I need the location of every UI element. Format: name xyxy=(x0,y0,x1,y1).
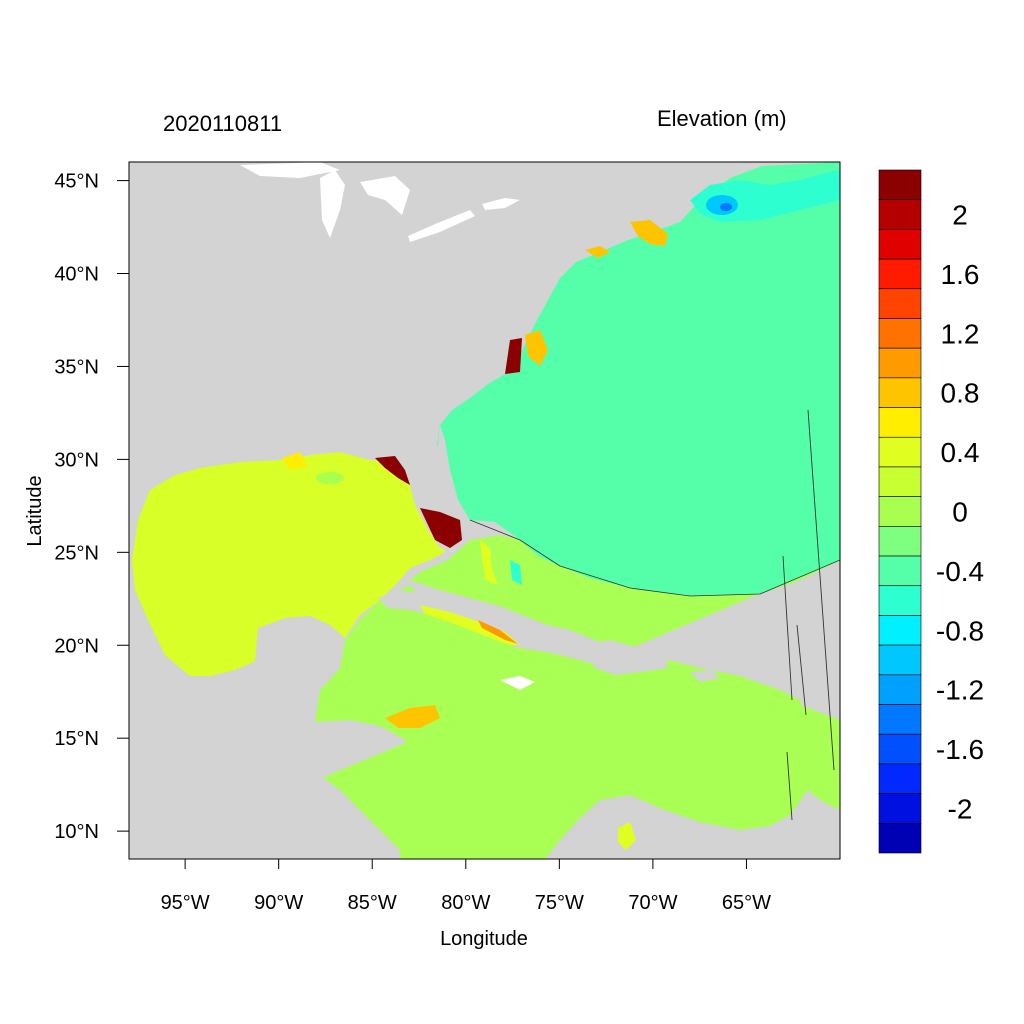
colorbar-swatch xyxy=(878,496,922,527)
mobile-bay-surge xyxy=(282,452,308,470)
colorbar-swatch xyxy=(878,555,922,587)
colorbar-label: -0.4 xyxy=(936,556,984,587)
x-tick-label: 70°W xyxy=(628,892,677,914)
colorbar-swatch xyxy=(878,585,922,616)
colorbar-swatch xyxy=(878,733,922,765)
colorbar-swatch xyxy=(878,823,922,854)
colorbar-swatch xyxy=(878,526,922,557)
lake-michigan xyxy=(320,170,345,238)
plot-timestamp: 2020110811 xyxy=(163,111,283,136)
colorbar-swatch xyxy=(878,436,922,468)
colorbar-swatch xyxy=(878,704,922,735)
bahamas-surge-1 xyxy=(480,540,498,585)
colorbar-label: -1.2 xyxy=(936,675,984,706)
y-tick-label: 10°N xyxy=(54,821,99,843)
colorbar-swatch xyxy=(878,258,922,290)
colorbar-label: 0.4 xyxy=(941,437,980,468)
honduras-coast-surge xyxy=(385,705,440,728)
colorbar-swatch xyxy=(878,466,922,497)
zero-contour xyxy=(469,519,840,597)
y-tick-label: 35°N xyxy=(54,356,99,378)
y-tick-label: 45°N xyxy=(54,171,99,193)
colorbar xyxy=(878,169,922,854)
yucatan xyxy=(250,616,345,722)
x-tick-label: 80°W xyxy=(441,892,490,914)
big-bend-surge xyxy=(375,456,410,485)
y-tick-label: 20°N xyxy=(54,635,99,657)
colorbar-label: 1.2 xyxy=(941,318,980,349)
y-tick-label: 30°N xyxy=(54,449,99,471)
colorbar-swatch xyxy=(878,199,922,230)
x-axis-ticks: 95°W 90°W 85°W 80°W 75°W 70°W 65°W xyxy=(161,859,771,914)
cape-cod-surge xyxy=(630,220,668,246)
colorbar-label: 1.6 xyxy=(941,259,980,290)
colorbar-swatch xyxy=(878,793,922,824)
long-island-surge xyxy=(585,246,610,258)
cuba-surge-hotspot xyxy=(478,620,518,644)
colorbar-swatch xyxy=(878,377,922,408)
x-axis-label: Longitude xyxy=(440,928,528,950)
plot-variable-title: Elevation (m) xyxy=(657,106,787,131)
outer-banks-surge xyxy=(525,330,548,366)
bahamas-surge-2 xyxy=(510,560,522,585)
atlantic-ocean xyxy=(437,162,840,596)
florida-surge xyxy=(420,508,462,548)
cuba-coastal-surge xyxy=(420,605,520,645)
artifact-lines xyxy=(782,409,835,821)
colorbar-label: 0.8 xyxy=(941,378,980,409)
hispaniola xyxy=(580,640,668,675)
colorbar-swatch xyxy=(878,407,922,438)
colorbar-label: 0 xyxy=(952,497,968,528)
colorbar-swatch xyxy=(878,288,922,319)
colorbar-label: -1.6 xyxy=(936,734,984,765)
y-tick-label: 15°N xyxy=(54,728,99,750)
map-frame xyxy=(128,161,841,860)
y-tick-label: 40°N xyxy=(54,264,99,286)
puerto-rico xyxy=(690,670,720,682)
colorbar-label: -2 xyxy=(948,793,973,824)
colorbar-swatch xyxy=(878,644,922,676)
x-tick-label: 65°W xyxy=(722,892,771,914)
caribbean-sea xyxy=(129,535,840,859)
lake-huron xyxy=(360,176,410,215)
colorbar-swatch xyxy=(878,318,922,349)
x-tick-label: 75°W xyxy=(535,892,584,914)
colorbar-label: -0.8 xyxy=(936,615,984,646)
colorbar-swatch xyxy=(878,169,922,200)
x-tick-label: 95°W xyxy=(161,892,210,914)
colorbar-swatch xyxy=(878,347,922,379)
x-tick-label: 90°W xyxy=(254,892,303,914)
colorbar-swatch xyxy=(878,763,922,794)
x-tick-label: 85°W xyxy=(348,892,397,914)
colorbar-swatch xyxy=(878,615,922,646)
jamaica xyxy=(500,676,535,690)
y-axis-ticks: 45°N 40°N 35°N 30°N 25°N 20°N 15°N 10°N xyxy=(54,171,129,843)
lake-erie xyxy=(408,210,475,242)
gulf-eddy xyxy=(316,472,344,484)
lake-ontario xyxy=(482,198,520,210)
map-area xyxy=(129,162,840,859)
colorbar-label: 2 xyxy=(952,200,968,231)
colorbar-labels: 2 1.6 1.2 0.8 0.4 0 -0.4 -0.8 -1.2 -1.6 -2 xyxy=(936,200,984,825)
y-tick-label: 25°N xyxy=(54,542,99,564)
y-axis-label: Latitude xyxy=(24,475,46,546)
central-america xyxy=(129,720,400,859)
colorbar-swatch xyxy=(878,674,922,705)
gulf-of-mexico xyxy=(132,452,445,676)
maracaibo-lake xyxy=(618,822,636,850)
bay-of-fundy-core xyxy=(720,203,732,211)
carolina-coast-surge xyxy=(505,338,522,374)
colorbar-swatch xyxy=(878,229,922,260)
lake-superior xyxy=(240,162,340,178)
